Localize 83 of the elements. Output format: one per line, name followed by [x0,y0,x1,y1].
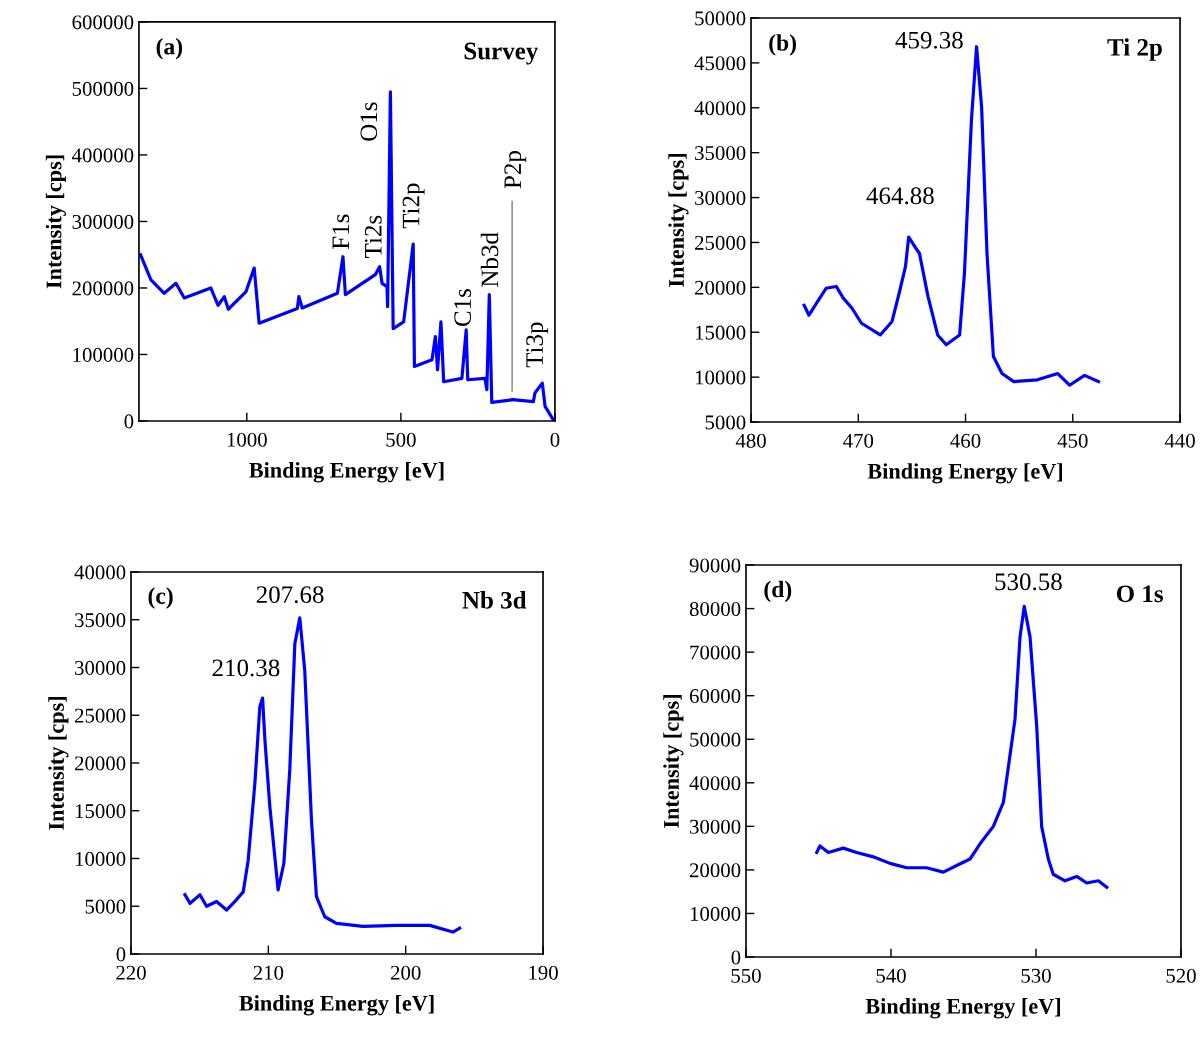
y-tick-label: 300000 [72,214,134,229]
y-axis-title: Intensity [cps] [668,154,689,287]
x-tick-label: 500 [386,432,416,447]
y-tick-label: 20000 [74,756,126,771]
y-tick-label: 600000 [72,15,134,30]
annotation: Ti2p [402,183,425,229]
y-tick-label: 40000 [694,101,746,116]
annotation: C1s [454,289,472,327]
y-tick-label: 15000 [75,804,126,819]
x-tick-label: 220 [116,965,146,980]
annotation: 207.68 [256,586,324,604]
y-tick-label: 80000 [689,601,741,617]
x-tick-label: 530 [1021,968,1051,983]
annotation: Ti3p [526,322,549,368]
y-axis-title: Intensity [cps] [45,155,67,289]
annotation: O1s [360,102,378,141]
y-tick-label: 35000 [695,146,746,161]
annotation: Ti 2p [1107,38,1162,61]
y-tick-label: 500000 [72,81,134,96]
annotation: (a) [156,37,183,60]
x-tick-label: 470 [843,433,874,448]
x-tick-label: 450 [1057,433,1088,448]
y-tick-label: 30000 [75,660,126,675]
annotation: (b) [769,34,797,56]
y-tick-label: 10000 [690,906,741,921]
y-tick-label: 40000 [74,565,126,580]
annotation: (c) [148,587,173,609]
y-tick-label: 35000 [75,613,126,628]
y-tick-label: 40000 [689,776,741,791]
annotation: (d) [764,580,792,603]
y-tick-label: 0 [731,950,741,965]
y-axis-title: Intensity [cps] [48,697,69,830]
annotation: P2p [504,151,527,189]
y-axis-title: Intensity [cps] [663,695,684,828]
x-tick-label: 540 [876,968,906,983]
annotation: Nb3d [480,232,499,287]
x-tick-label: 210 [253,965,284,980]
y-tick-label: 0 [124,414,134,429]
y-tick-label: 25000 [695,235,746,250]
y-tick-label: 400000 [71,148,134,163]
x-tick-label: 190 [529,965,558,980]
x-axis-title: Binding Energy [eV] [239,995,434,1016]
x-tick-label: 200 [390,965,421,980]
y-tick-label: 25000 [74,708,126,723]
y-tick-label: 5000 [705,415,746,430]
y-tick-label: 0 [116,947,126,962]
x-tick-label: 550 [731,968,761,983]
annotation: 459.38 [895,31,963,49]
y-tick-label: 15000 [695,325,746,340]
x-tick-label: 520 [1166,968,1196,983]
annotation: F1s [332,214,350,250]
y-tick-label: 10000 [695,370,746,385]
y-tick-label: 30000 [690,819,741,834]
annotation: 210.38 [212,659,280,677]
y-tick-label: 50000 [690,732,741,747]
y-tick-label: 10000 [75,851,126,866]
y-tick-label: 70000 [690,645,741,660]
y-tick-label: 5000 [85,899,126,914]
line-series [815,604,1109,889]
annotation: Survey [464,42,539,65]
x-axis-title: Binding Energy [eV] [249,462,444,483]
annotation: 530.58 [995,573,1062,591]
annotation: Nb 3d [462,591,527,609]
y-tick-label: 20000 [695,280,746,295]
y-tick-label: 200000 [72,281,134,296]
y-tick-label: 100000 [73,347,134,362]
y-tick-label: 90000 [689,558,741,573]
y-tick-label: 45000 [694,56,746,71]
x-tick-label: 480 [735,433,766,448]
x-tick-label: 440 [1164,433,1195,448]
x-tick-label: 460 [950,433,981,448]
x-tick-label: 1000 [227,432,267,447]
annotation: Ti2s [364,215,382,258]
y-tick-label: 20000 [689,863,741,878]
y-tick-label: 30000 [695,190,746,205]
x-tick-label: 0 [550,432,560,447]
x-axis-title: Binding Energy [eV] [867,463,1063,484]
line-series [183,616,462,934]
y-tick-label: 50000 [695,11,746,26]
annotation: O 1s [1116,585,1163,603]
annotation: 464.88 [866,187,934,205]
x-axis-title: Binding Energy [eV] [865,998,1060,1019]
y-tick-label: 60000 [689,689,741,704]
